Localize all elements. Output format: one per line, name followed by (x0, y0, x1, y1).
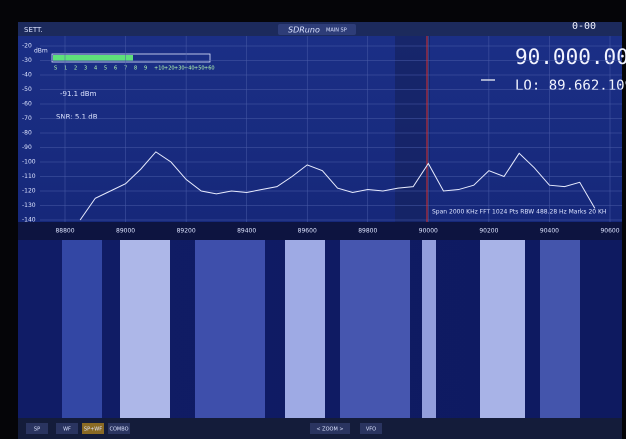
button[interactable]: COMBO (108, 423, 130, 434)
button[interactable]: VFO (360, 423, 382, 434)
x-tick-label: 89200 (177, 228, 196, 235)
button[interactable]: < ZOOM > (310, 423, 350, 434)
clock: 0-00 (572, 21, 596, 32)
s-meter-scale-label: +30 (174, 66, 185, 72)
x-tick-label: 88800 (55, 228, 74, 235)
settings-label: SETT. (24, 26, 43, 34)
button-label: < ZOOM > (316, 427, 343, 433)
wf-band (285, 240, 325, 418)
filter-band (395, 36, 430, 222)
frequency-readout: 90.000.000 (515, 45, 626, 69)
y-tick-label: -60 (22, 101, 32, 108)
button-face (56, 423, 78, 434)
s-meter-scale-label: 2 (74, 66, 77, 72)
y-tick-label: -110 (22, 173, 36, 180)
y-tick-label: -80 (22, 130, 32, 137)
y-tick-label: -120 (22, 188, 36, 195)
app-name: SDRuno (288, 26, 320, 35)
wf-band (480, 240, 525, 418)
s-meter-scale-label: 8 (134, 66, 137, 72)
button-label: SP+WF (84, 427, 102, 433)
wf-band (120, 240, 170, 418)
unit-label: dBm (34, 48, 48, 55)
s-meter-scale-label: 4 (94, 66, 97, 72)
x-tick-label: 90200 (479, 228, 498, 235)
s-meter-scale-label: 9 (144, 66, 147, 72)
spectrum-trace (79, 151, 596, 221)
button-label: VFO (366, 427, 376, 433)
y-tick-label: -40 (22, 72, 32, 79)
s-meter-scale-label: +20 (164, 66, 175, 72)
y-tick-label: -130 (22, 202, 36, 209)
s-meter-scale-label: +50 (194, 66, 205, 72)
wf-band (62, 240, 102, 418)
x-tick-label: 89800 (358, 228, 377, 235)
wf-band (422, 240, 436, 418)
y-tick-label: -90 (22, 144, 32, 151)
s-meter-scale-label: +40 (184, 66, 195, 72)
button[interactable]: SP (26, 423, 48, 434)
button-label: SP (34, 427, 40, 433)
status-line: Span 2000 KHz FFT 1024 Pts RBW 488.28 Hz… (432, 209, 606, 216)
x-tick-label: 90400 (540, 228, 559, 235)
level-readout: -91.1 dBm (60, 90, 97, 98)
s-meter-fill (53, 55, 133, 61)
button-face (310, 423, 350, 434)
y-tick-label: -50 (22, 86, 32, 93)
snr-readout: SNR: 5.1 dB (56, 113, 98, 121)
button[interactable]: WF (56, 423, 78, 434)
s-meter-scale-label: 1 (64, 66, 67, 72)
s-meter-scale-label: +10 (154, 66, 165, 72)
button-face (360, 423, 382, 434)
y-tick-label: -100 (22, 159, 36, 166)
s-meter-scale-label: 6 (114, 66, 117, 72)
s-meter-scale-label: +60 (204, 66, 215, 72)
button-face (108, 423, 130, 434)
s-meter-scale-label: S (54, 66, 57, 72)
axis-strip (18, 222, 622, 240)
x-tick-label: 89000 (116, 228, 135, 235)
y-tick-label: -20 (22, 43, 32, 50)
x-tick-label: 90600 (600, 228, 619, 235)
app-tab (278, 24, 356, 35)
wf-band (540, 240, 580, 418)
s-meter-frame (51, 53, 211, 63)
x-tick-label: 90000 (419, 228, 438, 235)
y-tick-label: -30 (22, 57, 32, 64)
s-meter-scale-label: 3 (84, 66, 87, 72)
x-tick-label: 89600 (298, 228, 317, 235)
button-face (82, 423, 104, 434)
wf-band (340, 240, 410, 418)
button-face (26, 423, 48, 434)
s-meter-scale-label: 5 (104, 66, 107, 72)
wf-band (195, 240, 265, 418)
panel-name: MAIN SP (326, 28, 347, 34)
y-tick-label: -140 (22, 217, 36, 224)
waterfall-bands (62, 240, 580, 418)
button[interactable]: SP+WF (82, 423, 104, 434)
button-label: WF (63, 427, 71, 433)
y-tick-label: -70 (22, 115, 32, 122)
lo-readout: LO: 89.662.109 (515, 78, 626, 94)
x-tick-label: 89400 (237, 228, 256, 235)
button-label: COMBO (109, 427, 128, 433)
